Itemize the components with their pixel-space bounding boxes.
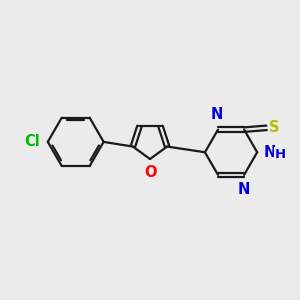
Text: Cl: Cl: [24, 134, 40, 149]
Text: H: H: [274, 148, 285, 160]
Text: N: N: [238, 182, 250, 197]
Text: O: O: [145, 165, 157, 180]
Text: S: S: [268, 120, 279, 135]
Text: N: N: [264, 145, 276, 160]
Text: N: N: [211, 107, 223, 122]
